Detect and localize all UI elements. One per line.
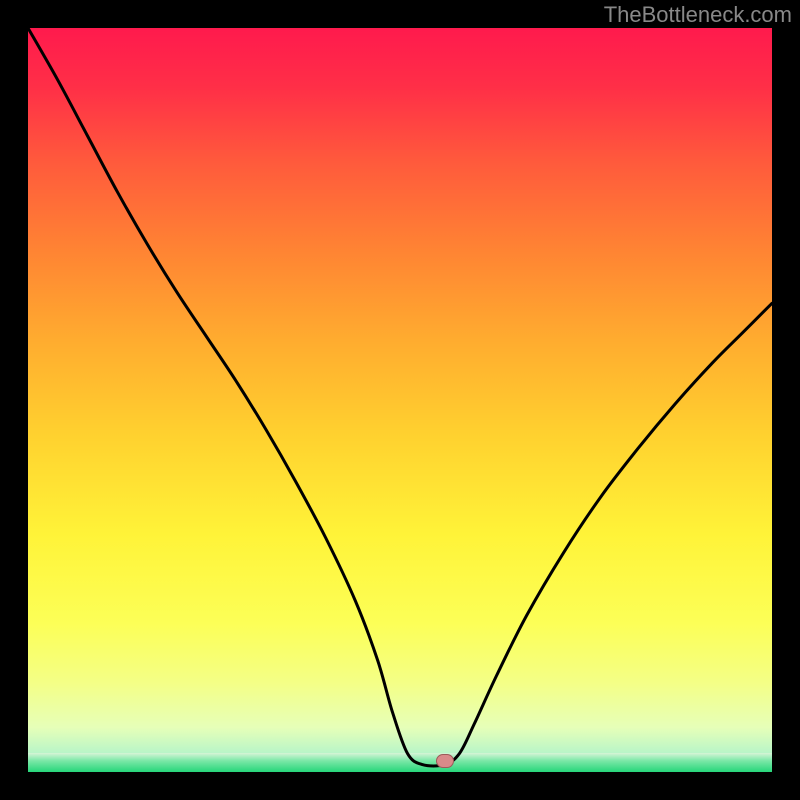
watermark-text: TheBottleneck.com [604, 2, 792, 28]
curve-svg [28, 28, 772, 772]
bottleneck-curve [28, 28, 772, 766]
plot-area [28, 28, 772, 772]
optimum-marker [436, 754, 454, 768]
